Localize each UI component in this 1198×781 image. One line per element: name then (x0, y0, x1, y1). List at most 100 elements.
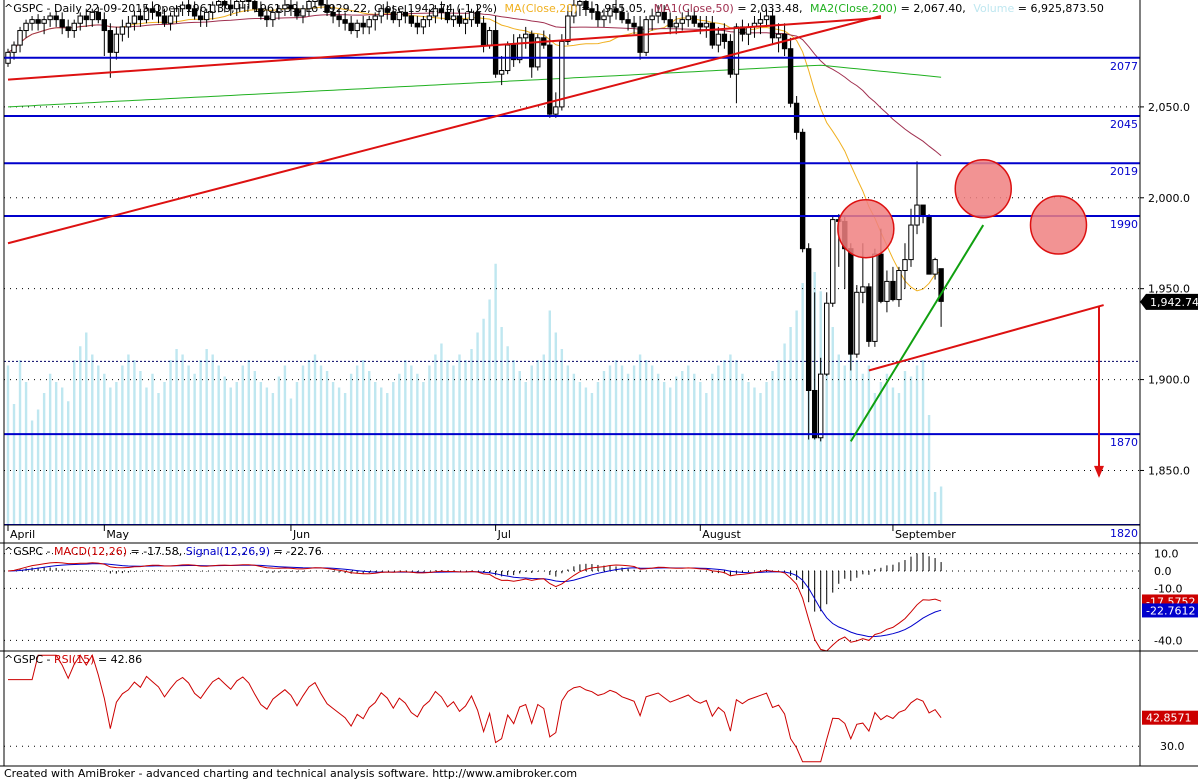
volume-bar (921, 360, 925, 525)
candle-up (649, 15, 655, 21)
candle-down (65, 26, 71, 32)
candle-up (41, 19, 47, 24)
candle-up (47, 15, 53, 21)
level-label-1820: 1820 (1110, 527, 1138, 540)
candle-down (384, 8, 390, 13)
candle-up (643, 19, 649, 53)
volume-bar (271, 393, 275, 525)
volume-bar (867, 365, 871, 525)
candle-up (276, 8, 282, 13)
volume-bar (307, 360, 311, 525)
candle-down (288, 4, 294, 10)
volume-bar (187, 365, 190, 525)
volume-value: = 6,925,873.50 (1018, 2, 1104, 15)
volume-bar (650, 365, 654, 525)
candle-down (890, 280, 896, 301)
volume-bar (355, 365, 359, 525)
volume-bar (343, 393, 347, 525)
candle-up (125, 22, 132, 28)
volume-bar (205, 349, 208, 525)
price-y-tick-label: 1,900.0 (1148, 374, 1190, 387)
candle-up (860, 286, 866, 293)
volume-bar (349, 373, 353, 525)
level-label-2045: 2045 (1110, 118, 1138, 131)
candle-up (685, 15, 691, 21)
candle-down (107, 30, 114, 53)
last-price-label: 1,942.74 (1150, 296, 1198, 309)
volume-bar (115, 382, 118, 525)
candle-down (529, 33, 535, 68)
macd-header: ^GSPC - MACD(12,26) = -17.58, Signal(12,… (4, 545, 322, 558)
candle-down (721, 33, 728, 42)
candle-down (619, 11, 625, 21)
volume-bar (337, 387, 341, 525)
signal-label: Signal(12,26,9) (186, 545, 270, 558)
volume-bar (638, 354, 642, 525)
candle-up (498, 70, 505, 75)
volume-bar (620, 365, 624, 525)
level-label-2019: 2019 (1110, 165, 1138, 178)
candle-down (390, 11, 396, 21)
volume-bar (428, 365, 431, 525)
level-label-2077: 2077 (1110, 60, 1138, 73)
candle-down (709, 22, 716, 46)
candle-up (119, 26, 126, 35)
volume-bar (873, 393, 877, 525)
highlight-circle (837, 198, 895, 259)
macd-header-prefix: ^GSPC - (4, 545, 54, 558)
candle-down (336, 15, 342, 21)
volume-bar (85, 332, 88, 525)
level-label-1990: 1990 (1110, 218, 1138, 231)
x-axis-label-august: August (702, 528, 741, 541)
candle-up (908, 224, 914, 261)
volume-bar (879, 382, 883, 525)
volume-bar (693, 373, 696, 525)
volume-bar (885, 373, 889, 525)
macd-y-tick-label: 0.0 (1154, 565, 1172, 578)
volume-bar (410, 365, 413, 525)
rsi-header-prefix: ^GSPC - (4, 653, 54, 666)
volume-bar (175, 349, 178, 525)
signal-last-value-tag-label: -22.7612 (1146, 604, 1195, 617)
volume-bar (295, 382, 299, 525)
volume-bar (675, 376, 678, 525)
volume-bar (265, 387, 269, 525)
candle-down (547, 44, 553, 115)
candle-down (866, 286, 872, 342)
svg-text:^GSPC - MACD(12,26): ^GSPC - MACD(12,26) = -17.58, Signal(12,… (4, 545, 322, 558)
candle-up (872, 253, 878, 342)
volume-bar (79, 346, 82, 525)
volume-bar (632, 365, 636, 525)
candle-up (366, 19, 372, 28)
candle-up (854, 291, 860, 355)
ma20-value: = 1,955.05, (581, 2, 646, 15)
candle-up (420, 19, 427, 28)
trendline-long-uptrend (7, 16, 881, 81)
volume-bar (711, 373, 714, 525)
candle-up (703, 22, 710, 28)
volume-bar (753, 387, 756, 525)
price-y-tick-label: 2,000.0 (1148, 192, 1190, 205)
candle-down (83, 15, 89, 21)
volume-bar (42, 393, 46, 525)
volume-bar (169, 360, 172, 525)
candle-down (95, 11, 101, 21)
last-price-marker (1140, 293, 1198, 310)
macd-y-tick-label: 10.0 (1154, 548, 1179, 561)
volume-bar (181, 354, 184, 525)
candle-up (282, 4, 288, 10)
volume-bar (470, 349, 473, 525)
volume-bar (313, 354, 317, 525)
volume-bar (476, 332, 479, 525)
candle-down (492, 30, 499, 75)
candle-down (342, 19, 348, 24)
candle-up (378, 8, 384, 17)
candle-up (553, 106, 559, 115)
volume-bar (723, 360, 726, 525)
price-y-tick-label: 1,850.0 (1148, 464, 1190, 477)
volume-label: Volume (973, 2, 1014, 15)
volume-bar (656, 373, 660, 525)
volume-bar (548, 310, 551, 525)
volume-bar (843, 365, 846, 525)
volume-bar (626, 373, 630, 525)
